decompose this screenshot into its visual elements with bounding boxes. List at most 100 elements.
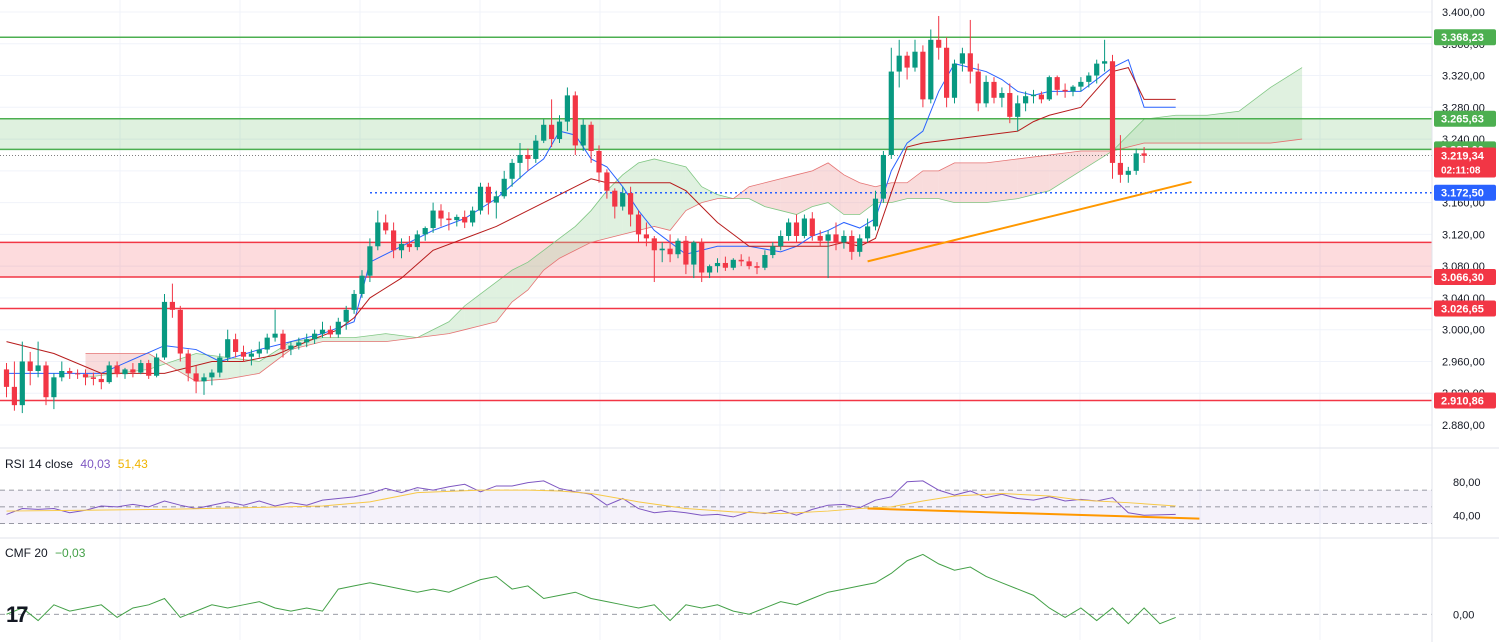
candle-body [75,373,81,375]
cmf-legend-title: CMF 20 [5,546,48,560]
cloud-segment [938,162,955,203]
candle [35,341,41,378]
candle [193,365,199,394]
candle-body [185,353,191,374]
candle [699,238,705,283]
candle-body [786,222,792,236]
price-axis-tick-label: 3.400,00 [1442,7,1485,19]
candle [1054,75,1060,96]
candle [304,333,310,348]
candle [1133,148,1139,175]
cloud-segment [496,270,513,322]
candle-body [1007,93,1013,117]
tradingview-logo-icon[interactable]: 17 [6,602,29,627]
candle [130,363,136,378]
candle-body [217,357,223,373]
candle-body [620,193,626,207]
price-axis-tick-label: 3.320,00 [1442,71,1485,83]
price-tag-bg [1434,300,1496,317]
price-tag: 2.910,86 [1434,392,1496,409]
candle-body [501,178,507,197]
candle [817,230,823,247]
candle-body [1038,94,1044,100]
candle [691,240,697,279]
cmf-axis-tick-label: 0,00 [1453,609,1474,621]
price-tag-label: 2.910,86 [1441,395,1484,407]
cloud-segment [859,182,876,215]
cloud-segment [1049,150,1081,191]
candle [59,361,65,382]
candle [659,242,665,263]
candle-body [1062,89,1068,92]
candle [217,353,223,378]
cloud-segment [1270,67,1303,144]
candle [730,258,736,271]
price-tag-label: 3.368,23 [1441,32,1484,44]
candle [27,351,33,386]
candle [509,158,515,187]
candle-body [422,228,428,235]
candle [714,258,721,273]
candle-body [564,95,570,122]
candle-body [951,63,958,98]
candle [928,29,934,104]
price-trend-line [867,180,1192,263]
candle [375,210,381,251]
candle-body [770,246,776,256]
candle [51,373,57,410]
candle [880,150,886,203]
candle [770,242,776,259]
candle-body [936,39,942,48]
candle-body [1125,170,1131,175]
cloud-segment [385,333,418,342]
cloud-segment [907,170,923,199]
candle-body [667,248,673,255]
support-zone [0,242,1432,278]
cmf-legend[interactable]: CMF 20 −0,03 [5,546,89,560]
cloud-segment [922,170,939,199]
candle [367,238,373,283]
candle-body [248,353,254,357]
candle-body [841,235,847,243]
cmf-line [6,553,1176,625]
candle-body [1030,94,1037,97]
candle-body [651,238,657,251]
candles [3,15,1147,414]
candle-body [659,248,665,251]
candle [975,63,981,112]
candle-body [817,235,823,241]
candle [762,250,768,271]
candle-body [865,226,871,239]
candle [501,170,507,199]
rsi-ma-line [6,489,1176,515]
candle-body [11,386,17,406]
candle [667,234,673,263]
candle [90,372,96,386]
candle [588,121,594,163]
candle [604,169,610,199]
candle [75,369,81,379]
rsi-legend-title: RSI 14 close [5,457,74,471]
cloud-segment [812,162,829,207]
price-tag: 3.265,63 [1434,110,1496,127]
resistance-zone [0,118,1432,150]
price-tag-label: 3.066,30 [1441,272,1484,284]
candle [114,361,120,378]
candle-body [699,242,705,273]
price-tag-bg [1434,29,1496,46]
candle-body [138,363,144,373]
cloud-segment [986,158,1018,203]
candle [801,214,807,239]
candle [620,186,626,211]
candle-body [714,262,721,267]
candle-body [67,370,73,374]
candle-body [991,81,997,98]
candle-body [98,378,104,383]
candle-body [304,339,310,343]
candle [612,188,618,219]
candle-body [438,210,444,219]
cloud-segment [575,210,592,251]
rsi-legend[interactable]: RSI 14 close 40,03 51,43 [5,457,152,471]
